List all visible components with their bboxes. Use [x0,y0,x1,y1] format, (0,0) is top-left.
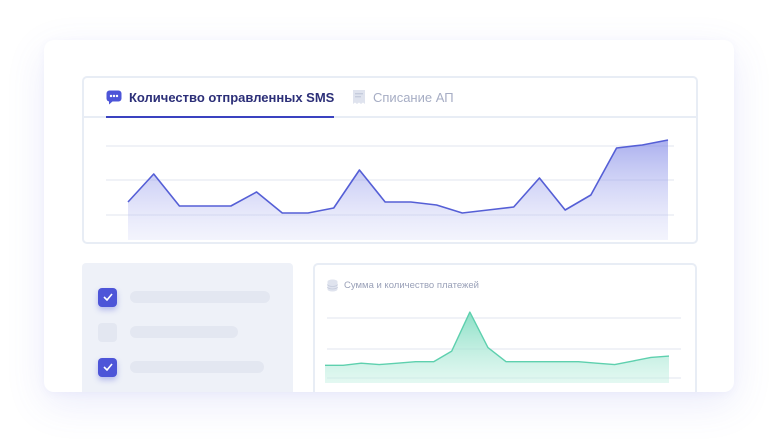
payments-chart-card: Сумма и количество платежей [313,263,697,392]
placeholder-label [130,326,238,338]
tab-sms-count-label: Количество отправленных SMS [129,89,335,105]
sms-count-chart [106,139,674,240]
dashboard-window: Количество отправленных SMS Списание АП [44,40,734,392]
chat-bubble-icon [106,90,122,105]
sms-chart-line [127,139,669,214]
tab-write-off[interactable]: Списание АП [352,78,454,116]
payments-chart-line [325,311,670,366]
sms-chart-area [128,140,668,240]
checklist-item[interactable] [98,322,238,342]
placeholder-label [130,291,270,303]
payments-card-title-text: Сумма и количество платежей [344,280,479,291]
payments-chart [325,311,681,383]
tab-sms-count[interactable]: Количество отправленных SMS [106,78,335,118]
coins-stack-icon [327,279,338,292]
check-icon [102,363,113,371]
checklist-item[interactable] [98,357,264,377]
receipt-icon [352,89,366,105]
checkbox-unchecked[interactable] [98,322,117,342]
check-icon [102,293,113,301]
checklist-item[interactable] [98,287,270,307]
chart-tabs: Количество отправленных SMS Списание АП [84,78,696,118]
checkbox-checked[interactable] [98,357,117,377]
sms-chart-card: Количество отправленных SMS Списание АП [82,76,698,244]
checkbox-checked[interactable] [98,287,117,307]
filter-checklist [82,263,293,392]
payments-chart-area [325,312,669,383]
tab-write-off-label: Списание АП [373,89,454,105]
payments-card-title: Сумма и количество платежей [327,279,479,292]
placeholder-label [130,361,264,373]
